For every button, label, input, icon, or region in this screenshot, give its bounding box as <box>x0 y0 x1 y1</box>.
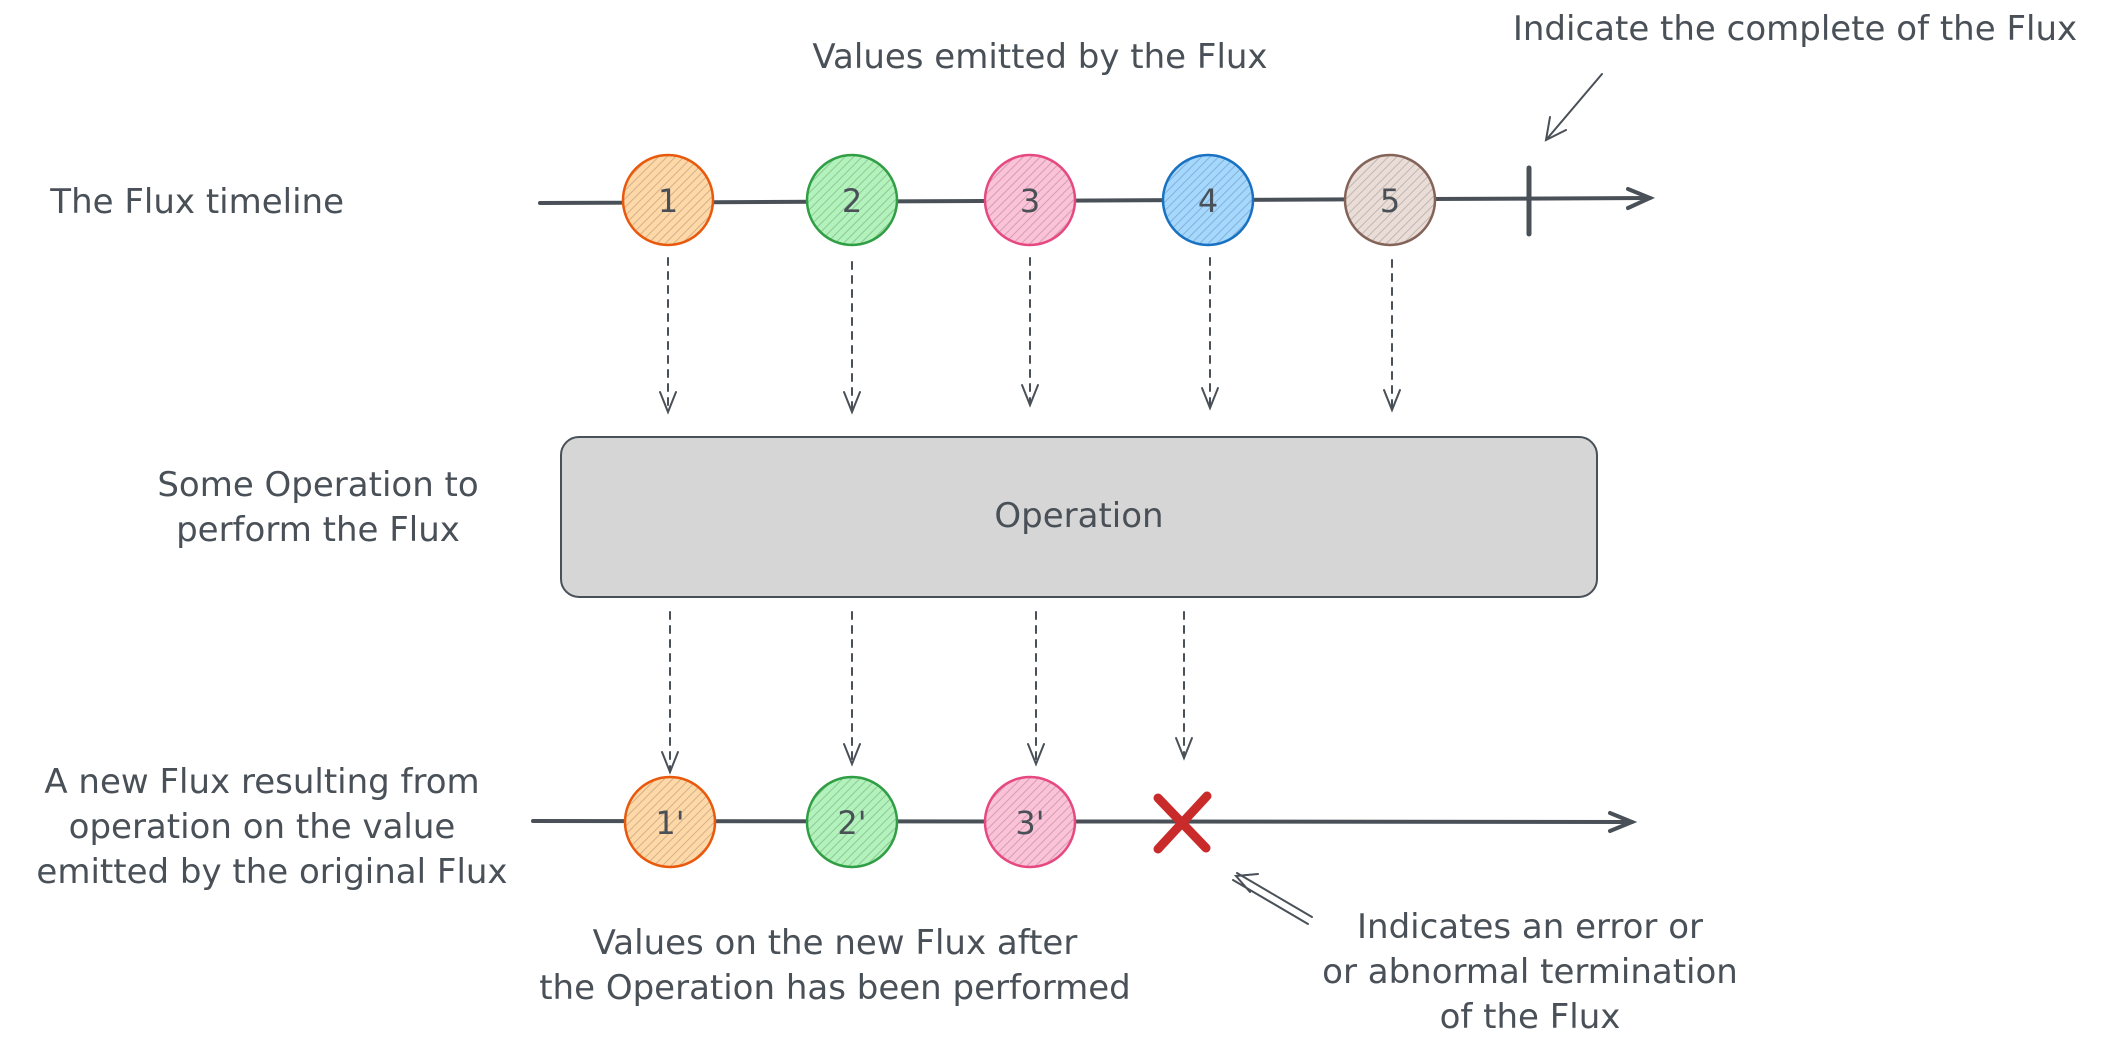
error-desc-line-3: of the Flux <box>1440 997 1621 1037</box>
flux-timeline-label: The Flux timeline <box>49 182 344 222</box>
error-pointer-arrow <box>1232 872 1313 925</box>
operation-desc-line-2: perform the Flux <box>176 510 460 550</box>
new-values-line-1: Values on the new Flux after <box>593 923 1078 963</box>
result-value-2: 2' <box>805 775 899 869</box>
result-value-1: 1' <box>623 775 717 869</box>
output-arrow-4 <box>1175 611 1193 761</box>
source-value-3-label: 3 <box>1020 182 1040 220</box>
new-flux-line-3: emitted by the original Flux <box>36 852 507 892</box>
complete-label: Indicate the complete of the Flux <box>1513 9 2077 49</box>
output-arrow-3 <box>1027 611 1045 767</box>
source-value-4: 4 <box>1161 153 1255 247</box>
source-value-2: 2 <box>805 153 899 247</box>
error-desc-line-2: or abnormal termination <box>1322 952 1738 992</box>
output-arrows <box>661 611 1193 775</box>
result-marbles: 1' 2' 3' <box>623 775 1077 869</box>
source-value-4-label: 4 <box>1198 182 1218 220</box>
source-value-1: 1 <box>621 153 715 247</box>
result-value-2-label: 2' <box>837 804 866 842</box>
source-timeline-axis <box>538 187 1656 210</box>
result-value-3-label: 3' <box>1015 804 1044 842</box>
source-value-2-label: 2 <box>842 182 862 220</box>
input-arrow-1 <box>659 257 677 415</box>
error-x-icon <box>1153 791 1212 854</box>
source-marbles: 1 2 3 4 5 <box>621 153 1437 247</box>
result-value-3: 3' <box>983 775 1077 869</box>
source-value-1-label: 1 <box>658 182 678 220</box>
output-arrow-1 <box>661 611 679 775</box>
complete-pointer-arrow <box>1544 73 1603 142</box>
input-arrow-3 <box>1021 257 1039 408</box>
source-value-5: 5 <box>1343 153 1437 247</box>
operation-desc-line-1: Some Operation to <box>157 465 478 505</box>
output-arrow-2 <box>843 611 861 767</box>
values-emitted-label: Values emitted by the Flux <box>812 37 1267 77</box>
error-desc-line-1: Indicates an error or <box>1357 907 1703 947</box>
result-value-1-label: 1' <box>655 804 684 842</box>
operation-box <box>560 436 1598 598</box>
source-value-3: 3 <box>983 153 1077 247</box>
new-flux-line-2: operation on the value <box>69 807 456 847</box>
input-arrows <box>659 257 1401 415</box>
new-values-line-2: the Operation has been performed <box>539 968 1131 1008</box>
input-arrow-2 <box>843 261 861 415</box>
input-arrow-5 <box>1383 259 1401 413</box>
input-arrow-4 <box>1201 257 1219 411</box>
operation-box-label: Operation <box>994 496 1163 536</box>
source-value-5-label: 5 <box>1380 182 1400 220</box>
new-flux-line-1: A new Flux resulting from <box>44 762 479 802</box>
